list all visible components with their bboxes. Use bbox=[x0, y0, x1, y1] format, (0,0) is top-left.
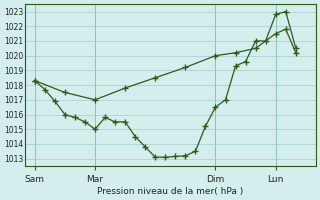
X-axis label: Pression niveau de la mer( hPa ): Pression niveau de la mer( hPa ) bbox=[97, 187, 244, 196]
